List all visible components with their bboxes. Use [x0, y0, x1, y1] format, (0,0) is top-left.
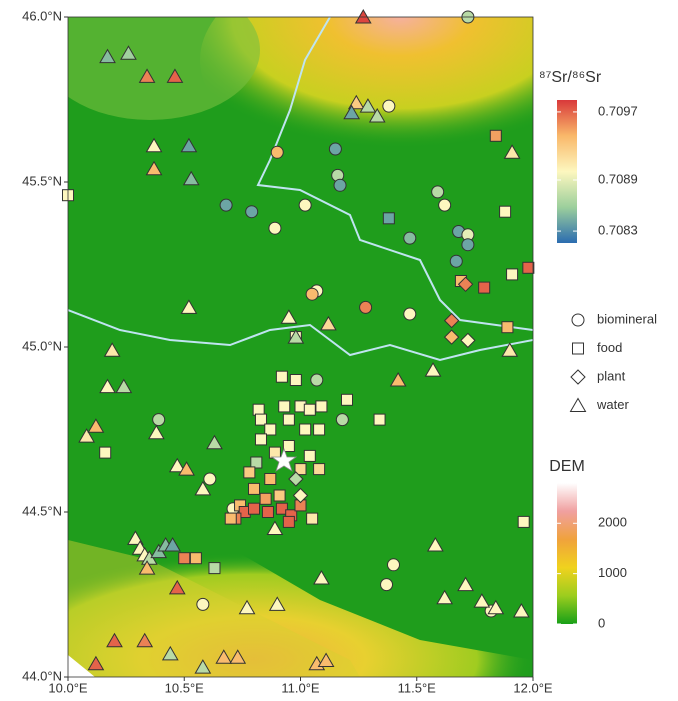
colorbar-tick-label: 1000	[598, 565, 627, 580]
colorbar-tick-label: 0.7083	[598, 223, 638, 238]
map-figure: ⁸⁷Sr/⁸⁶Sr DEM 10.0°E10.5°E11.0°E11.5°E12…	[0, 0, 678, 696]
point	[360, 301, 372, 313]
point	[342, 394, 353, 405]
point	[279, 401, 290, 412]
point	[316, 401, 327, 412]
point	[314, 424, 325, 435]
point	[479, 282, 490, 293]
legend-label: plant	[597, 368, 626, 383]
point	[507, 269, 518, 280]
point	[336, 414, 348, 426]
point	[383, 100, 395, 112]
y-tick-label: 45.0°N	[22, 338, 62, 353]
point	[306, 288, 318, 300]
point	[334, 179, 346, 191]
x-tick-label: 11.0°E	[281, 680, 320, 695]
point	[153, 414, 165, 426]
point	[518, 516, 529, 527]
point	[490, 130, 501, 141]
legend-symbol	[571, 399, 586, 412]
point	[283, 414, 294, 425]
point	[356, 10, 371, 23]
point	[197, 598, 209, 610]
point	[260, 493, 271, 504]
point	[439, 199, 451, 211]
colorbar-tick-label: 0.7097	[598, 103, 638, 118]
point	[432, 186, 444, 198]
point	[265, 474, 276, 485]
point	[255, 414, 266, 425]
point	[329, 143, 341, 155]
point	[404, 232, 416, 244]
colorbar-title: ⁸⁷Sr/⁸⁶Sr	[539, 69, 602, 86]
point	[381, 579, 393, 591]
point	[283, 441, 294, 452]
legend-symbol	[572, 314, 584, 326]
point	[383, 213, 394, 224]
y-tick-label: 44.5°N	[22, 503, 62, 518]
point	[404, 308, 416, 320]
point	[300, 424, 311, 435]
colorbar	[557, 100, 577, 243]
point	[276, 371, 287, 382]
point	[304, 450, 315, 461]
legend-symbol	[573, 343, 584, 354]
dem-colorbar	[557, 483, 577, 624]
legend-label: water	[596, 397, 629, 412]
point	[307, 513, 318, 524]
point	[500, 206, 511, 217]
point	[249, 483, 260, 494]
point	[502, 322, 513, 333]
point	[304, 404, 315, 415]
point	[220, 199, 232, 211]
point	[299, 199, 311, 211]
point	[311, 374, 323, 386]
point	[251, 457, 262, 468]
point	[269, 447, 280, 458]
point	[450, 255, 462, 267]
x-tick-label: 10.5°E	[165, 680, 205, 695]
point	[262, 507, 273, 518]
colorbar-tick-label: 2000	[598, 515, 627, 530]
y-tick-label: 46.0°N	[22, 8, 62, 23]
point	[179, 553, 190, 564]
point	[314, 464, 325, 475]
y-tick-label: 45.5°N	[22, 173, 62, 188]
point	[388, 559, 400, 571]
point	[255, 434, 266, 445]
point	[244, 467, 255, 478]
point	[523, 262, 534, 273]
point	[269, 222, 281, 234]
point	[374, 414, 385, 425]
legend-label: biomineral	[597, 311, 657, 326]
point	[249, 503, 260, 514]
x-tick-label: 12.0°E	[513, 680, 553, 695]
point	[283, 516, 294, 527]
point	[462, 239, 474, 251]
point	[265, 424, 276, 435]
point	[253, 404, 264, 415]
point	[204, 473, 216, 485]
point	[290, 375, 301, 386]
point	[190, 553, 201, 564]
legend-symbol	[571, 370, 585, 384]
point	[246, 206, 258, 218]
colorbar-tick-label: 0	[598, 615, 605, 630]
point	[274, 490, 285, 501]
point	[100, 447, 111, 458]
point	[209, 563, 220, 574]
point	[225, 513, 236, 524]
point	[271, 146, 283, 158]
y-tick-label: 44.0°N	[22, 668, 62, 683]
legend-label: food	[597, 340, 622, 355]
x-tick-label: 11.5°E	[398, 680, 437, 695]
dem-title: DEM	[549, 458, 585, 475]
colorbar-tick-label: 0.7089	[598, 171, 638, 186]
